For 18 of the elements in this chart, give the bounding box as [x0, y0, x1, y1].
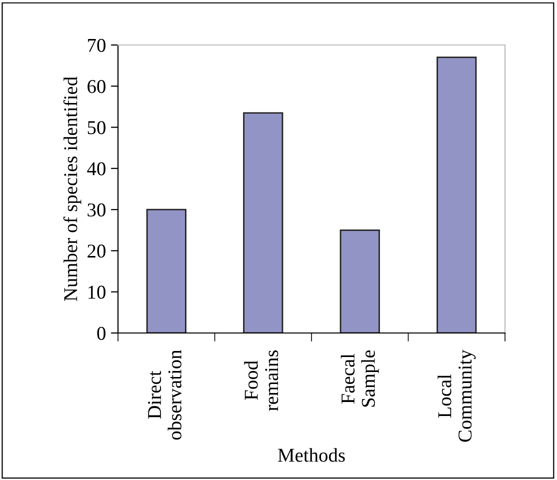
x-tick-label: Local Community	[438, 350, 476, 442]
x-axis-title: Methods	[278, 448, 345, 462]
y-tick-label: 0	[97, 326, 106, 340]
y-tick-label: 30	[88, 203, 106, 217]
x-tick-label: Faecal Sample	[340, 350, 379, 407]
y-tick-label: 40	[87, 162, 106, 176]
bar	[146, 208, 186, 333]
y-tick-label: 20	[88, 244, 106, 258]
x-tick-label: Direct observation	[148, 350, 182, 440]
y-tick-label: 50	[88, 121, 106, 134]
bar	[436, 56, 477, 333]
y-axis-title: Number of species identified	[63, 76, 82, 302]
y-tick-label: 10	[88, 286, 106, 299]
bar	[340, 229, 380, 333]
y-tick-label: 60	[88, 80, 106, 94]
y-tick-label: 70	[88, 38, 106, 52]
bar	[243, 112, 284, 333]
x-tick-label: Food remains	[244, 350, 278, 411]
